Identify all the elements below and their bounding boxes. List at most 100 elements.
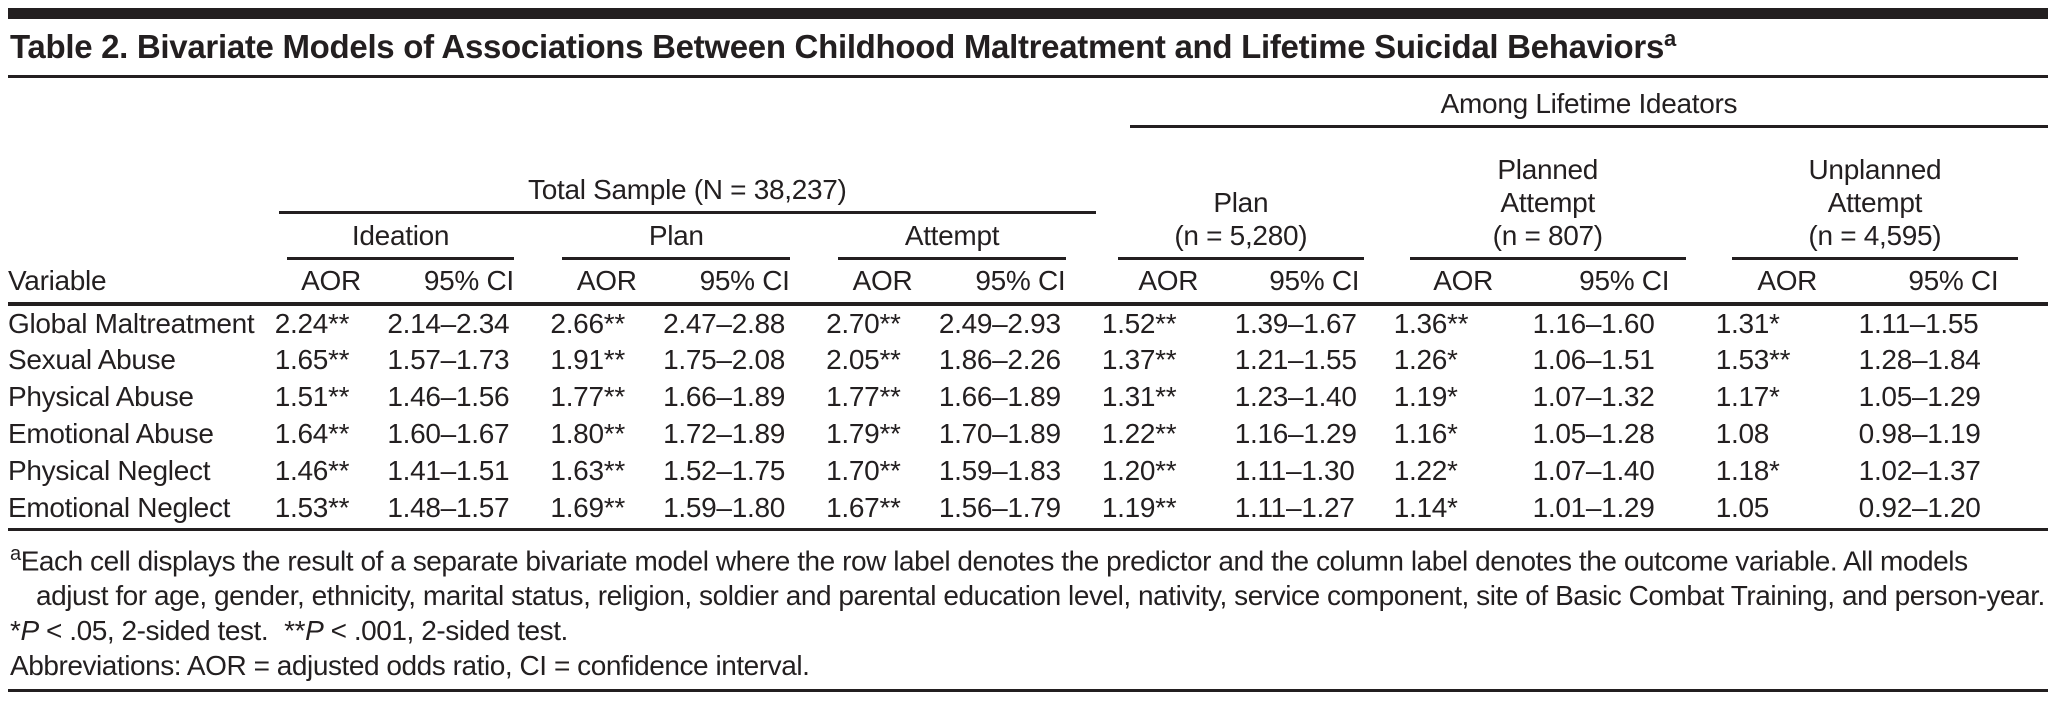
table-row: Physical Abuse 1.51** 1.46–1.56 1.77** 1… bbox=[8, 378, 2048, 415]
row-variable-label: Physical Abuse bbox=[8, 380, 194, 412]
cell-ci: 1.46–1.56 bbox=[387, 380, 510, 412]
aor-column-header: AOR bbox=[1101, 260, 1235, 306]
group-label-line: Plan bbox=[1213, 187, 1269, 218]
table-row: Emotional Abuse 1.64** 1.60–1.67 1.80** … bbox=[8, 415, 2048, 452]
header-row-ideators: Among Lifetime Ideators bbox=[8, 78, 2048, 128]
significance-marker: ** bbox=[284, 615, 306, 647]
cell-ci: 1.07–1.40 bbox=[1532, 454, 1655, 486]
cell-ci: 1.72–1.89 bbox=[663, 417, 785, 449]
total-sample-span-cell: Total Sample (N = 38,237) bbox=[275, 128, 1102, 214]
cell-ci: 1.86–2.26 bbox=[938, 343, 1061, 375]
group-header-ideation: Ideation bbox=[275, 214, 551, 260]
footnote-a-marker: a bbox=[10, 543, 21, 565]
results-table: Among Lifetime Ideators Total Sample (N … bbox=[8, 78, 2048, 526]
cell-ci: 1.02–1.37 bbox=[1858, 454, 1981, 486]
cell-aor: 1.91** bbox=[550, 343, 625, 375]
p-symbol: P bbox=[305, 615, 324, 647]
cell-ci: 1.70–1.89 bbox=[938, 417, 1061, 449]
header-spacer bbox=[8, 214, 275, 260]
ci-column-header: 95% CI bbox=[1234, 260, 1394, 306]
cell-ci: 0.98–1.19 bbox=[1858, 417, 1981, 449]
footnote-a: aEach cell displays the result of a sepa… bbox=[10, 537, 2046, 613]
cell-aor: 1.37** bbox=[1101, 343, 1177, 375]
cell-aor: 2.24** bbox=[274, 307, 350, 339]
significance-marker: * bbox=[10, 615, 21, 647]
cell-aor: 1.19* bbox=[1393, 380, 1458, 412]
group-n-label: (n = 4,595) bbox=[1808, 220, 1942, 251]
group-label-line: Attempt bbox=[1500, 187, 1596, 218]
cell-aor: 1.67** bbox=[826, 491, 901, 523]
cell-aor: 1.65** bbox=[274, 343, 350, 375]
ideators-span-header: Among Lifetime Ideators bbox=[1129, 88, 2048, 128]
group-header-unplanned-attempt: Unplanned Attempt (n = 4,595) bbox=[1716, 128, 2048, 260]
cell-ci: 1.05–1.29 bbox=[1858, 380, 1981, 412]
header-row-span: Total Sample (N = 38,237) Plan (n = 5,28… bbox=[8, 128, 2048, 260]
cell-ci: 1.21–1.55 bbox=[1234, 343, 1357, 375]
table-row: Sexual Abuse 1.65** 1.57–1.73 1.91** 1.7… bbox=[8, 341, 2048, 378]
cell-ci: 1.59–1.80 bbox=[663, 491, 785, 523]
header-spacer bbox=[8, 128, 275, 214]
footnote-a-text: Each cell displays the result of a separ… bbox=[20, 545, 2046, 612]
ideators-span-cell: Among Lifetime Ideators bbox=[1102, 78, 2048, 128]
table-title-footnote-marker: a bbox=[1664, 26, 1676, 51]
cell-aor: 1.08 bbox=[1715, 417, 1770, 449]
cell-aor: 1.18* bbox=[1715, 454, 1780, 486]
cell-aor: 1.31** bbox=[1101, 380, 1177, 412]
row-variable-label: Physical Neglect bbox=[8, 454, 211, 486]
cell-aor: 2.66** bbox=[550, 307, 625, 339]
cell-aor: 1.16* bbox=[1393, 417, 1458, 449]
cell-aor: 1.26* bbox=[1393, 343, 1458, 375]
cell-aor: 1.64** bbox=[274, 417, 350, 449]
cell-aor: 1.20** bbox=[1101, 454, 1177, 486]
variable-column-header: Variable bbox=[8, 260, 275, 306]
cell-aor: 1.69** bbox=[550, 491, 625, 523]
cell-aor: 1.63** bbox=[550, 454, 625, 486]
aor-column-header: AOR bbox=[826, 260, 939, 306]
cell-ci: 1.39–1.67 bbox=[1234, 307, 1357, 339]
row-variable-label: Emotional Neglect bbox=[8, 491, 231, 523]
header-spacer bbox=[8, 78, 1102, 128]
ci-column-header: 95% CI bbox=[663, 260, 827, 306]
cell-aor: 1.22* bbox=[1393, 454, 1458, 486]
ci-column-header: 95% CI bbox=[938, 260, 1102, 306]
cell-ci: 0.92–1.20 bbox=[1858, 491, 1981, 523]
total-sample-span-header: Total Sample (N = 38,237) bbox=[278, 174, 1096, 214]
group-label-line: Attempt bbox=[1827, 187, 1923, 218]
cell-ci: 1.11–1.27 bbox=[1234, 491, 1355, 523]
cell-ci: 1.01–1.29 bbox=[1532, 491, 1655, 523]
group-label-line: Planned bbox=[1497, 154, 1599, 185]
cell-aor: 1.77** bbox=[550, 380, 625, 412]
row-variable-label: Global Maltreatment bbox=[8, 307, 255, 339]
group-label-line: Unplanned bbox=[1808, 154, 1942, 185]
cell-ci: 2.14–2.34 bbox=[387, 307, 510, 339]
footnotes: aEach cell displays the result of a sepa… bbox=[8, 531, 2048, 685]
footnote-abbreviations: Abbreviations: AOR = adjusted odds ratio… bbox=[10, 650, 810, 682]
table-row: Physical Neglect 1.46** 1.41–1.51 1.63**… bbox=[8, 452, 2048, 489]
cell-ci: 1.16–1.29 bbox=[1234, 417, 1357, 449]
cell-aor: 1.05 bbox=[1715, 491, 1770, 523]
cell-ci: 1.75–2.08 bbox=[663, 343, 785, 375]
cell-ci: 1.07–1.32 bbox=[1532, 380, 1655, 412]
table-row: Emotional Neglect 1.53** 1.48–1.57 1.69*… bbox=[8, 489, 2048, 526]
cell-ci: 1.59–1.83 bbox=[938, 454, 1061, 486]
group-n-label: (n = 807) bbox=[1492, 220, 1603, 251]
row-variable-label: Emotional Abuse bbox=[8, 417, 214, 449]
cell-aor: 1.22** bbox=[1101, 417, 1177, 449]
aor-column-header: AOR bbox=[1393, 260, 1533, 306]
cell-aor: 1.31* bbox=[1715, 307, 1780, 339]
cell-ci: 1.05–1.28 bbox=[1532, 417, 1655, 449]
ci-column-header: 95% CI bbox=[387, 260, 551, 306]
table-row: Global Maltreatment 2.24** 2.14–2.34 2.6… bbox=[8, 304, 2048, 341]
cell-ci: 2.49–2.93 bbox=[938, 307, 1061, 339]
table-title-text: Table 2. Bivariate Models of Association… bbox=[10, 28, 1664, 65]
group-header-planned-attempt: Planned Attempt (n = 807) bbox=[1394, 128, 1716, 260]
cell-aor: 1.17* bbox=[1715, 380, 1780, 412]
group-header-plan: Plan bbox=[550, 214, 826, 260]
header-row-groups: Ideation Plan Attempt bbox=[8, 214, 2048, 260]
aor-column-header: AOR bbox=[274, 260, 388, 306]
cell-aor: 2.05** bbox=[826, 343, 901, 375]
cell-ci: 1.06–1.51 bbox=[1532, 343, 1655, 375]
cell-ci: 1.16–1.60 bbox=[1532, 307, 1655, 339]
cell-ci: 1.57–1.73 bbox=[387, 343, 510, 375]
cell-aor: 1.36** bbox=[1393, 307, 1469, 339]
